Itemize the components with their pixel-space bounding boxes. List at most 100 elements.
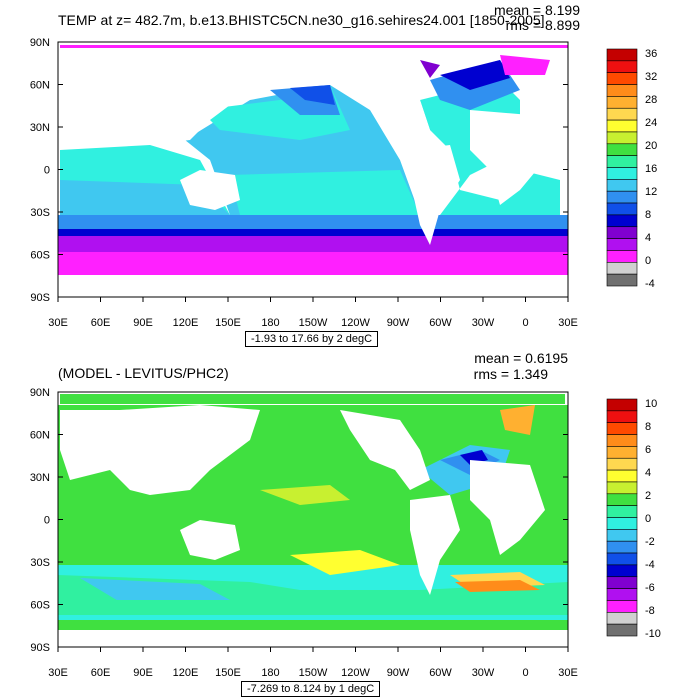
- colorbar-swatch: [606, 588, 638, 601]
- bottom-lon-label: 30E: [48, 667, 68, 679]
- bottom-lon-label: 60W: [429, 667, 452, 679]
- bottom-lat-label: 90S: [30, 642, 50, 654]
- colorbar-swatch: [606, 623, 638, 637]
- colorbar-swatch: [606, 119, 638, 133]
- bottom-lon-label: 30W: [472, 667, 495, 679]
- colorbar-swatch: [606, 505, 638, 518]
- colorbar-swatch: [606, 96, 638, 109]
- top-colorbar-label: 28: [645, 94, 657, 106]
- colorbar-swatch: [606, 250, 638, 263]
- top-lat-label: 60N: [30, 80, 50, 92]
- bottom-lon-ticks: [57, 647, 569, 652]
- top-range-label: -1.93 to 17.66 by 2 degC: [245, 331, 379, 347]
- colorbar-swatch: [606, 457, 638, 471]
- top-map: 90N 60N 30N 0 30S 60S 90S 30E 60E 90E 12…: [30, 37, 657, 329]
- top-lat-label: 90N: [30, 37, 50, 49]
- top-colorbar-label: 0: [645, 255, 651, 267]
- colorbar-swatch: [606, 398, 638, 412]
- bottom-lon-label: 90W: [387, 667, 410, 679]
- top-lat-label: 30N: [30, 122, 50, 134]
- top-lat-ticks: [58, 41, 568, 298]
- top-rms-label: rms = 8.899: [505, 17, 580, 33]
- bottom-lon-label: 150W: [299, 667, 328, 679]
- bottom-colorbar-label: 0: [645, 513, 651, 525]
- colorbar-swatch: [606, 179, 638, 192]
- bottom-colorbar-label: 10: [645, 398, 657, 410]
- colorbar-swatch: [606, 72, 638, 85]
- bottom-lon-label: 0: [522, 667, 528, 679]
- bottom-colorbar-label: -4: [645, 559, 655, 571]
- top-colorbar-label: 32: [645, 71, 657, 83]
- top-lon-label: 30W: [472, 317, 495, 329]
- bottom-panel-title: (MODEL - LEVITUS/PHC2): [58, 365, 229, 381]
- top-lon-label: 120E: [173, 317, 199, 329]
- bottom-lon-label: 30E: [558, 667, 578, 679]
- top-lon-label: 90E: [133, 317, 153, 329]
- bottom-lat-label: 30S: [30, 557, 50, 569]
- colorbar-swatch: [606, 214, 638, 228]
- top-colorbar-label: 12: [645, 186, 657, 198]
- colorbar-swatch: [606, 238, 638, 251]
- bottom-lat-label: 60S: [30, 600, 50, 612]
- top-colorbar-label: 4: [645, 232, 651, 244]
- colorbar-swatch: [606, 446, 638, 459]
- colorbar-swatch: [606, 410, 638, 423]
- top-colorbar-label: 20: [645, 140, 657, 152]
- bottom-colorbar-label: 2: [645, 490, 651, 502]
- top-colorbar-label: 8: [645, 209, 651, 221]
- bottom-lon-label: 150E: [215, 667, 241, 679]
- colorbar-swatch: [606, 481, 638, 495]
- colorbar-swatch: [606, 226, 638, 239]
- top-lon-label: 90W: [387, 317, 410, 329]
- top-panel: TEMP at z= 482.7m, b.e13.BHISTC5CN.ne30_…: [30, 2, 657, 347]
- bottom-lon-label: 180: [261, 667, 279, 679]
- colorbar-swatch: [606, 422, 638, 435]
- colorbar-swatch: [606, 107, 638, 121]
- colorbar-swatch: [606, 261, 638, 275]
- colorbar-swatch: [606, 540, 638, 554]
- top-colorbar-label: 16: [645, 163, 657, 175]
- bottom-colorbar-label: -10: [645, 628, 661, 640]
- colorbar-swatch: [606, 576, 638, 589]
- bottom-colorbar-label: 6: [645, 444, 651, 456]
- colorbar-swatch: [606, 131, 638, 145]
- bottom-lat-label: 0: [44, 515, 50, 527]
- bottom-colorbar-label: -6: [645, 582, 655, 594]
- top-lon-label: 30E: [558, 317, 578, 329]
- top-panel-title: TEMP at z= 482.7m, b.e13.BHISTC5CN.ne30_…: [58, 12, 545, 28]
- bottom-lon-label: 90E: [133, 667, 153, 679]
- colorbar-swatch: [606, 600, 638, 613]
- bottom-colorbar-label: 8: [645, 421, 651, 433]
- colorbar-swatch: [606, 167, 638, 180]
- top-lon-label: 150E: [215, 317, 241, 329]
- colorbar-swatch: [606, 529, 638, 542]
- colorbar-swatch: [606, 273, 638, 287]
- colorbar-swatch: [606, 517, 638, 530]
- top-lon-label: 30E: [48, 317, 68, 329]
- colorbar-swatch: [606, 202, 638, 216]
- colorbar-swatch: [606, 143, 638, 156]
- top-colorbar-label: 24: [645, 117, 657, 129]
- top-lat-label: 0: [44, 165, 50, 177]
- top-lon-label: 180: [261, 317, 279, 329]
- bottom-mean-label: mean = 0.6195: [474, 350, 568, 366]
- bottom-lon-label: 120W: [341, 667, 370, 679]
- colorbar-swatch: [606, 434, 638, 447]
- top-lon-label: 0: [522, 317, 528, 329]
- top-colorbar-label: -4: [645, 278, 655, 290]
- bottom-lat-label: 60N: [30, 430, 50, 442]
- top-lon-label: 60E: [91, 317, 111, 329]
- colorbar-swatch: [606, 552, 638, 566]
- top-lat-label: 60S: [30, 250, 50, 262]
- colorbar-swatch: [606, 469, 638, 483]
- top-lon-ticks: [57, 297, 569, 302]
- colorbar-swatch: [606, 190, 638, 204]
- colorbar-swatch: [606, 48, 638, 62]
- bottom-colorbar-label: 4: [645, 467, 651, 479]
- bottom-colorbar-label: -2: [645, 536, 655, 548]
- bottom-range-label: -7.269 to 8.124 by 1 degC: [241, 681, 381, 697]
- bottom-lat-label: 30N: [30, 472, 50, 484]
- colorbar-swatch: [606, 611, 638, 625]
- top-lon-label: 150W: [299, 317, 328, 329]
- colorbar-swatch: [606, 493, 638, 506]
